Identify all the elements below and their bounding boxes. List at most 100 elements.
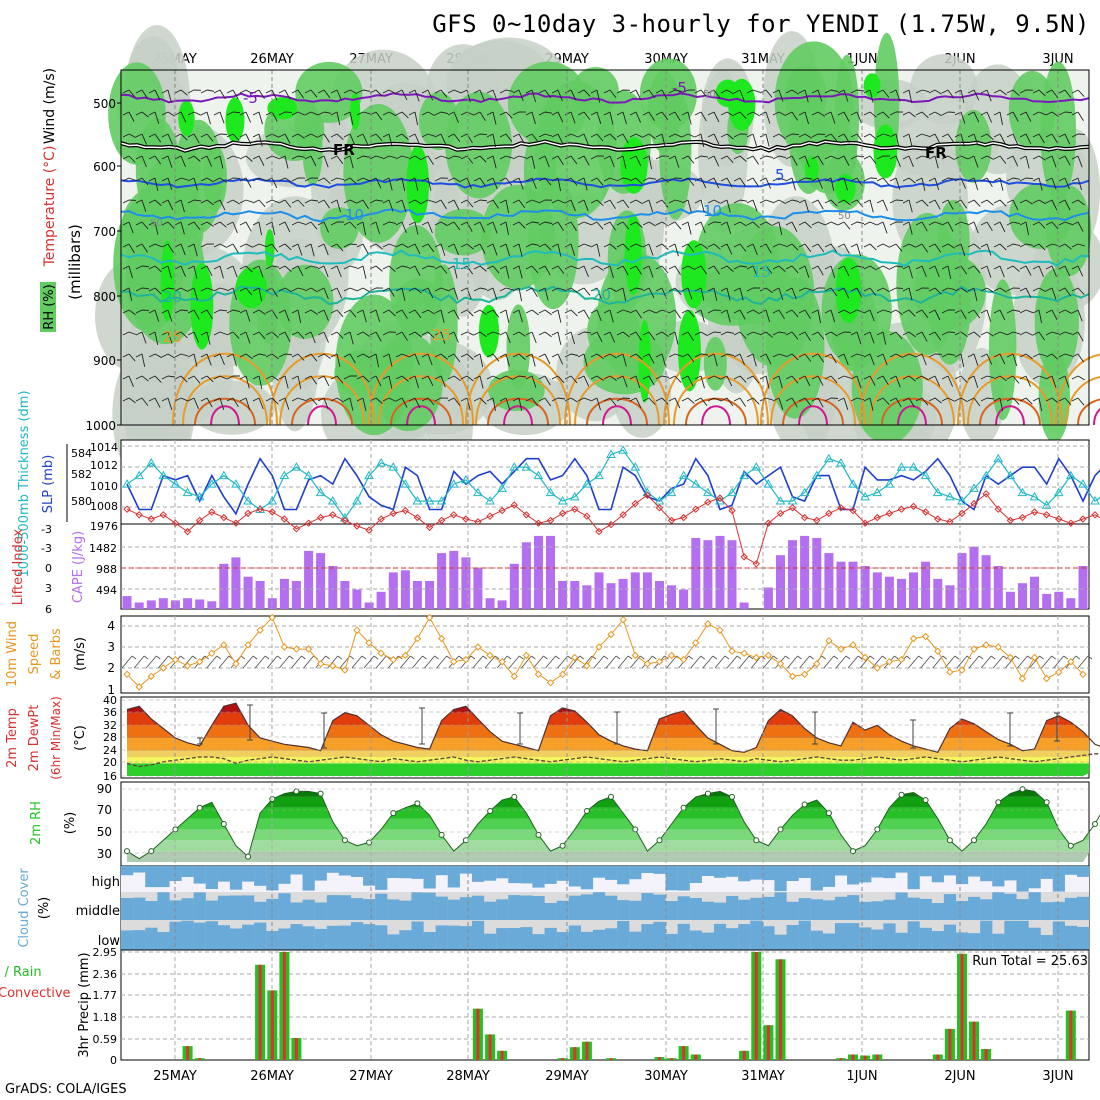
cloud-middle-bar xyxy=(701,901,715,920)
wind-barb xyxy=(707,265,720,275)
cape-bar xyxy=(328,566,338,609)
wind-barb xyxy=(252,397,264,410)
cloud-high-bar xyxy=(992,866,1005,887)
wind-barb xyxy=(681,199,692,213)
precip-convective-bar xyxy=(948,1028,952,1060)
precip-convective-bar xyxy=(658,1057,661,1060)
wind-barb xyxy=(135,221,149,230)
rh-shade-green xyxy=(928,238,971,365)
wind-speed-point xyxy=(256,626,264,634)
wind-barb xyxy=(382,133,393,147)
wind-barb-10m xyxy=(363,655,379,669)
cloud-high-bar xyxy=(290,866,303,875)
wind-barb-10m xyxy=(1053,655,1069,669)
cape-bar xyxy=(400,570,410,609)
wind-barb xyxy=(304,155,317,167)
li-line xyxy=(126,493,1100,565)
wind-barb xyxy=(421,111,436,116)
cape-bar xyxy=(255,581,265,609)
wind-barb xyxy=(265,353,279,360)
wind-speed-point xyxy=(316,660,325,668)
cape-tick: 988 xyxy=(96,563,117,576)
wind-barb xyxy=(811,331,825,340)
cloud-middle-bar xyxy=(556,900,569,920)
rh-shade-bright xyxy=(267,97,298,120)
wind-barb xyxy=(538,265,551,276)
cloud-middle-bar xyxy=(399,900,412,920)
wind-barb xyxy=(551,331,562,345)
wind-barb xyxy=(577,89,591,97)
wind-barb xyxy=(447,375,461,382)
wind-barb xyxy=(174,155,186,167)
wind-barb xyxy=(798,397,812,407)
wind-barb-10m xyxy=(859,655,875,669)
pressure-tick: 1000 xyxy=(85,419,116,433)
wind-barb-10m xyxy=(158,655,173,669)
wind-barb xyxy=(187,243,198,257)
wind-barb xyxy=(447,331,459,343)
wind-barb xyxy=(1045,265,1057,277)
wind-barb xyxy=(304,309,318,315)
wind-barb xyxy=(564,265,579,270)
cloud-low-bar xyxy=(1064,925,1078,950)
cloud-high-bar xyxy=(447,866,460,888)
cloud-middle-bar xyxy=(169,900,182,920)
thickness-point xyxy=(194,491,205,501)
wind-barb xyxy=(525,89,537,103)
li-point xyxy=(740,553,748,561)
li-point xyxy=(195,516,204,525)
wind-barb xyxy=(1058,309,1073,314)
wind-speed-point xyxy=(934,647,942,655)
wind-barb xyxy=(317,331,329,343)
wind-barb xyxy=(876,111,890,119)
wind-barb xyxy=(733,309,746,320)
cloud-low-bar xyxy=(1004,920,1017,950)
wind-barb xyxy=(772,111,787,116)
wind-barb xyxy=(642,133,656,140)
cloud-high-bar xyxy=(314,866,327,881)
date-label-bottom: 31MAY xyxy=(741,1069,785,1084)
wind-barb xyxy=(343,397,354,411)
contour-label: -5 xyxy=(243,89,258,107)
wind-barb xyxy=(655,177,669,183)
wind-barb xyxy=(993,331,1008,336)
rh-legend-swatch xyxy=(40,282,56,332)
li-point xyxy=(546,516,555,525)
wind-barb xyxy=(785,221,798,233)
wind-barb xyxy=(785,397,798,408)
wind-barb xyxy=(590,397,601,411)
cape-bar xyxy=(679,589,689,609)
wind-barb xyxy=(395,331,408,341)
wind-barb xyxy=(408,155,422,161)
wind-barb xyxy=(954,199,968,209)
wind-barb xyxy=(421,353,433,366)
wind-barb xyxy=(668,353,683,358)
pressure-tick: 800 xyxy=(93,290,116,304)
cloud-low-bar xyxy=(580,931,594,950)
cloud-high-bar xyxy=(568,866,581,887)
wind-barb xyxy=(161,375,176,380)
wind-tick: 3 xyxy=(107,640,115,654)
cloud-high-bar xyxy=(895,866,908,873)
cloud-low-bar xyxy=(193,922,206,950)
wind-barb xyxy=(525,221,540,226)
wind-barb xyxy=(993,199,1007,207)
wind-barb xyxy=(1071,133,1086,138)
temp-contour-diurnal xyxy=(564,352,670,426)
cloud-middle-bar xyxy=(375,893,388,920)
wind-barb xyxy=(1058,397,1072,406)
wind-barb xyxy=(369,353,380,368)
rh-point xyxy=(535,831,542,838)
wind-barb xyxy=(655,199,669,208)
wind-barb xyxy=(1071,397,1085,406)
wind-barb xyxy=(772,133,786,140)
rh-point xyxy=(777,826,784,833)
rh-point xyxy=(583,808,590,814)
label-precip: 3hr Precip (mm) xyxy=(77,952,92,1057)
cloud-middle-bar xyxy=(290,902,303,920)
wind-barb xyxy=(395,111,409,119)
wind-barb-10m xyxy=(1017,655,1032,669)
cloud-middle-bar xyxy=(629,900,642,920)
precip-convective-bar xyxy=(198,1058,202,1060)
wind-barb xyxy=(772,89,784,102)
